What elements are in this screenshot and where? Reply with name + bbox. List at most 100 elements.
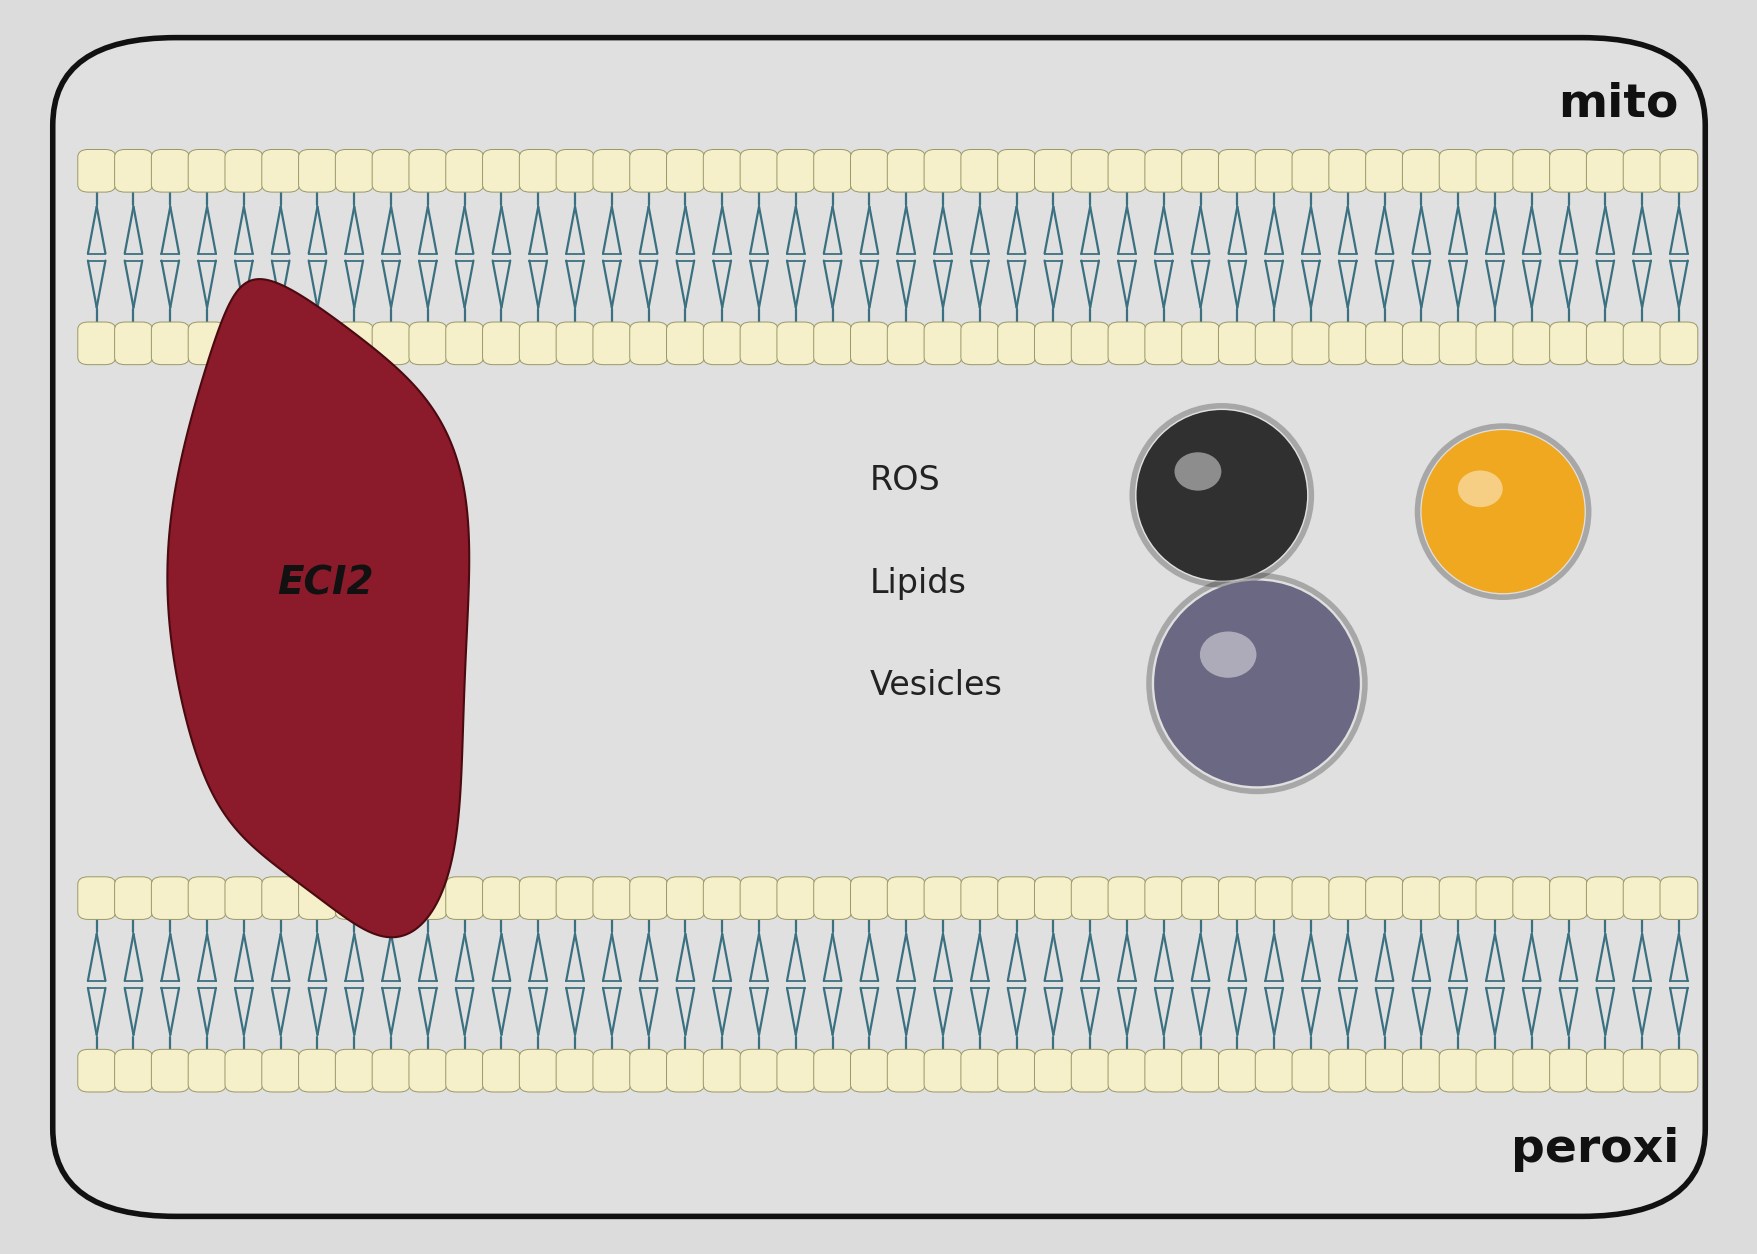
FancyBboxPatch shape — [887, 322, 924, 365]
Text: Lipids: Lipids — [870, 567, 966, 599]
FancyBboxPatch shape — [336, 322, 372, 365]
FancyBboxPatch shape — [777, 1050, 813, 1092]
FancyBboxPatch shape — [777, 322, 813, 365]
FancyBboxPatch shape — [924, 1050, 961, 1092]
FancyBboxPatch shape — [850, 1050, 887, 1092]
FancyBboxPatch shape — [555, 1050, 594, 1092]
FancyBboxPatch shape — [225, 322, 262, 365]
FancyBboxPatch shape — [1070, 149, 1109, 192]
FancyBboxPatch shape — [1328, 322, 1365, 365]
FancyBboxPatch shape — [740, 1050, 777, 1092]
FancyBboxPatch shape — [1107, 1050, 1146, 1092]
FancyBboxPatch shape — [372, 149, 409, 192]
FancyBboxPatch shape — [225, 149, 262, 192]
FancyBboxPatch shape — [518, 1050, 557, 1092]
FancyBboxPatch shape — [1070, 1050, 1109, 1092]
FancyBboxPatch shape — [151, 877, 190, 919]
FancyBboxPatch shape — [924, 149, 961, 192]
FancyBboxPatch shape — [555, 877, 594, 919]
FancyBboxPatch shape — [446, 1050, 483, 1092]
FancyBboxPatch shape — [262, 877, 299, 919]
FancyBboxPatch shape — [1218, 877, 1256, 919]
FancyBboxPatch shape — [114, 322, 153, 365]
FancyBboxPatch shape — [666, 1050, 705, 1092]
Ellipse shape — [1457, 470, 1502, 507]
FancyBboxPatch shape — [518, 877, 557, 919]
FancyBboxPatch shape — [703, 149, 741, 192]
FancyBboxPatch shape — [446, 322, 483, 365]
FancyBboxPatch shape — [629, 149, 668, 192]
FancyBboxPatch shape — [262, 1050, 299, 1092]
FancyBboxPatch shape — [1365, 149, 1402, 192]
FancyBboxPatch shape — [1476, 322, 1513, 365]
FancyBboxPatch shape — [409, 322, 446, 365]
FancyBboxPatch shape — [1659, 149, 1697, 192]
FancyBboxPatch shape — [1328, 149, 1365, 192]
FancyBboxPatch shape — [336, 877, 372, 919]
FancyBboxPatch shape — [262, 149, 299, 192]
FancyBboxPatch shape — [1107, 322, 1146, 365]
FancyBboxPatch shape — [1476, 877, 1513, 919]
FancyBboxPatch shape — [1513, 322, 1550, 365]
FancyBboxPatch shape — [262, 322, 299, 365]
FancyBboxPatch shape — [740, 877, 777, 919]
FancyBboxPatch shape — [1439, 877, 1476, 919]
FancyBboxPatch shape — [409, 877, 446, 919]
FancyBboxPatch shape — [1659, 322, 1697, 365]
FancyBboxPatch shape — [1585, 149, 1623, 192]
FancyBboxPatch shape — [1328, 1050, 1365, 1092]
FancyBboxPatch shape — [813, 877, 850, 919]
FancyBboxPatch shape — [188, 1050, 227, 1092]
Text: mito: mito — [1558, 82, 1678, 127]
FancyBboxPatch shape — [629, 1050, 668, 1092]
FancyBboxPatch shape — [1254, 1050, 1293, 1092]
FancyBboxPatch shape — [703, 877, 741, 919]
FancyBboxPatch shape — [1402, 149, 1439, 192]
FancyBboxPatch shape — [1476, 149, 1513, 192]
Ellipse shape — [1135, 410, 1307, 581]
FancyBboxPatch shape — [1218, 322, 1256, 365]
FancyBboxPatch shape — [77, 322, 116, 365]
FancyBboxPatch shape — [555, 322, 594, 365]
FancyBboxPatch shape — [225, 877, 262, 919]
FancyBboxPatch shape — [446, 149, 483, 192]
FancyBboxPatch shape — [409, 149, 446, 192]
FancyBboxPatch shape — [850, 877, 887, 919]
Text: peroxi: peroxi — [1509, 1127, 1678, 1172]
FancyBboxPatch shape — [1033, 322, 1072, 365]
FancyBboxPatch shape — [629, 322, 668, 365]
FancyBboxPatch shape — [592, 1050, 631, 1092]
FancyBboxPatch shape — [1254, 322, 1293, 365]
FancyBboxPatch shape — [1548, 322, 1587, 365]
FancyBboxPatch shape — [1476, 1050, 1513, 1092]
FancyBboxPatch shape — [1622, 1050, 1660, 1092]
FancyBboxPatch shape — [777, 877, 813, 919]
FancyBboxPatch shape — [446, 877, 483, 919]
FancyBboxPatch shape — [1513, 1050, 1550, 1092]
FancyBboxPatch shape — [53, 38, 1704, 1216]
FancyBboxPatch shape — [887, 877, 924, 919]
FancyBboxPatch shape — [1144, 877, 1182, 919]
FancyBboxPatch shape — [481, 149, 520, 192]
FancyBboxPatch shape — [887, 1050, 924, 1092]
FancyBboxPatch shape — [924, 877, 961, 919]
FancyBboxPatch shape — [188, 149, 227, 192]
FancyBboxPatch shape — [1033, 877, 1072, 919]
FancyBboxPatch shape — [299, 1050, 336, 1092]
FancyBboxPatch shape — [1254, 877, 1293, 919]
FancyBboxPatch shape — [1070, 322, 1109, 365]
FancyBboxPatch shape — [409, 1050, 446, 1092]
Text: Vesicles: Vesicles — [870, 670, 1003, 702]
FancyBboxPatch shape — [114, 149, 153, 192]
FancyBboxPatch shape — [592, 877, 631, 919]
FancyBboxPatch shape — [1033, 149, 1072, 192]
FancyBboxPatch shape — [151, 322, 190, 365]
Ellipse shape — [1200, 632, 1256, 677]
FancyBboxPatch shape — [1181, 877, 1219, 919]
FancyBboxPatch shape — [299, 149, 336, 192]
FancyBboxPatch shape — [151, 1050, 190, 1092]
Ellipse shape — [1421, 430, 1583, 593]
FancyBboxPatch shape — [1585, 1050, 1623, 1092]
FancyBboxPatch shape — [518, 149, 557, 192]
FancyBboxPatch shape — [299, 877, 336, 919]
